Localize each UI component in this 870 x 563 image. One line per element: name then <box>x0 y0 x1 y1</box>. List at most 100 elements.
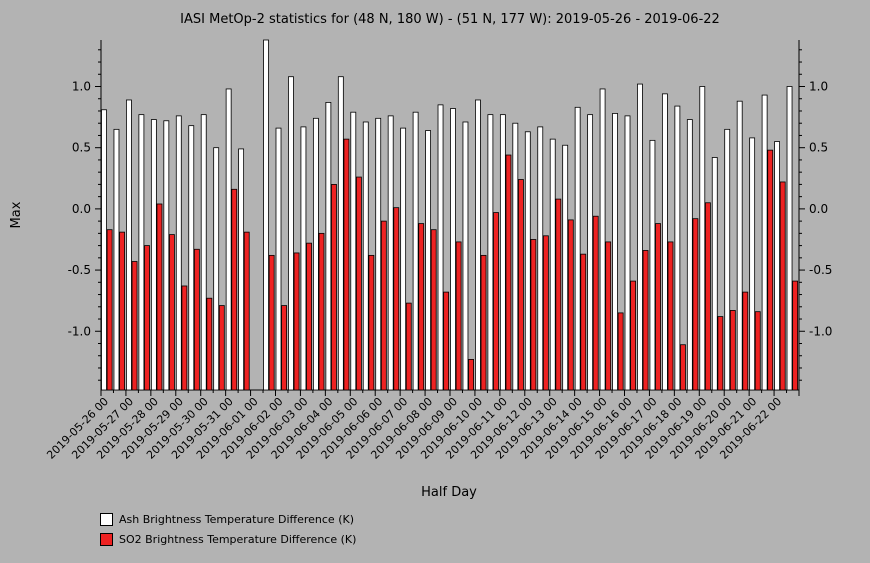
bar-ash <box>761 94 768 391</box>
bar-ash <box>537 126 544 391</box>
y-tick-label-right: -1.0 <box>809 324 832 338</box>
bar-so2 <box>667 241 674 391</box>
bar-so2 <box>742 291 749 391</box>
bar-ash <box>674 105 681 391</box>
bar-so2 <box>119 231 125 391</box>
bar-so2 <box>144 245 150 391</box>
bar-ash <box>101 109 107 391</box>
bar-ash <box>163 120 170 391</box>
bar-ash <box>412 111 419 391</box>
bar-so2 <box>231 188 238 391</box>
bar-so2 <box>156 203 163 391</box>
bar-so2 <box>704 202 711 391</box>
bar-so2 <box>767 149 774 391</box>
bar-ash <box>400 127 407 391</box>
bar-so2 <box>380 220 387 391</box>
bar-so2 <box>355 176 362 391</box>
bar-so2 <box>642 250 649 391</box>
bar-so2 <box>505 154 512 391</box>
bar-so2 <box>418 223 425 391</box>
bar-so2 <box>617 312 624 391</box>
bar-ash <box>736 100 743 391</box>
bar-so2 <box>169 234 175 391</box>
bar-so2 <box>393 207 400 391</box>
bar-ash <box>549 138 556 391</box>
bar-ash <box>213 147 220 391</box>
y-tick-label-right: 0.0 <box>809 202 828 216</box>
bar-so2 <box>306 242 312 391</box>
legend-label-ash: Ash Brightness Temperature Difference (K… <box>119 513 354 526</box>
bar-ash <box>188 125 195 391</box>
bar-ash <box>587 114 594 391</box>
y-ticks-left: -1.0 -0.5 0.0 0.5 1.0 <box>68 49 101 381</box>
bar-ash <box>637 83 643 391</box>
bar-so2 <box>655 223 661 391</box>
bar-so2 <box>542 235 549 391</box>
bar-so2 <box>106 229 113 391</box>
bar-ash <box>337 76 344 391</box>
bar-ash <box>200 114 207 391</box>
bar-ash <box>749 137 756 391</box>
bar-ash <box>774 141 780 391</box>
legend-swatch-so2 <box>100 533 113 546</box>
y-tick-label-left: 0.5 <box>72 141 91 155</box>
bar-so2 <box>368 254 375 391</box>
y-tick-label-right: 1.0 <box>809 80 828 94</box>
bar-so2 <box>792 280 799 391</box>
y-tick-label-right: 0.5 <box>809 141 828 155</box>
bar-ash <box>574 106 581 391</box>
bar-ash <box>138 114 145 391</box>
bar-so2 <box>318 232 325 391</box>
bar-ash <box>275 127 282 391</box>
bar-ash <box>362 121 369 391</box>
bar-ash <box>350 111 357 391</box>
bar-so2 <box>331 184 337 391</box>
bar-ash <box>562 144 569 391</box>
bar-so2 <box>555 198 562 391</box>
bar-ash <box>175 115 182 391</box>
bar-so2 <box>779 181 786 391</box>
bar-ash <box>462 121 469 391</box>
bar-so2 <box>131 261 138 391</box>
legend-label-so2: SO2 Brightness Temperature Difference (K… <box>119 533 357 546</box>
legend-item-ash: Ash Brightness Temperature Difference (K… <box>100 513 354 526</box>
bar-so2 <box>630 280 637 391</box>
bar-ash <box>238 148 245 391</box>
bar-ash <box>612 113 618 391</box>
bar-ash <box>425 130 431 391</box>
bar-ash <box>387 115 394 391</box>
bar-ash <box>375 117 382 391</box>
bar-so2 <box>605 241 612 391</box>
bar-ash <box>711 157 718 391</box>
bar-ash <box>724 128 731 391</box>
bar-ash <box>450 108 456 391</box>
bar-so2 <box>468 359 474 391</box>
bar-so2 <box>530 239 537 391</box>
bar-ash <box>686 119 693 391</box>
legend-item-so2: SO2 Brightness Temperature Difference (K… <box>100 533 356 546</box>
bar-so2 <box>518 179 524 391</box>
bar-so2 <box>268 254 275 391</box>
y-tick-label-left: 1.0 <box>72 80 91 94</box>
bar-ash <box>699 86 706 391</box>
y-tick-label-left: -1.0 <box>68 324 91 338</box>
bar-ash <box>786 86 793 391</box>
bar-so2 <box>567 219 574 391</box>
bar-so2 <box>293 252 300 391</box>
bar-ash <box>487 114 494 391</box>
bar-ash <box>512 122 519 391</box>
bars <box>101 39 799 391</box>
y-tick-label-left: 0.0 <box>72 202 91 216</box>
y-tick-label-right: -0.5 <box>809 263 832 277</box>
bar-so2 <box>443 291 450 391</box>
bar-so2 <box>729 310 736 391</box>
bar-so2 <box>692 218 699 391</box>
bar-ash <box>150 119 157 391</box>
bar-so2 <box>680 344 686 391</box>
bar-so2 <box>218 305 225 391</box>
bar-so2 <box>193 248 200 391</box>
bar-ash <box>325 102 332 391</box>
y-axis-label: Max <box>9 201 24 228</box>
